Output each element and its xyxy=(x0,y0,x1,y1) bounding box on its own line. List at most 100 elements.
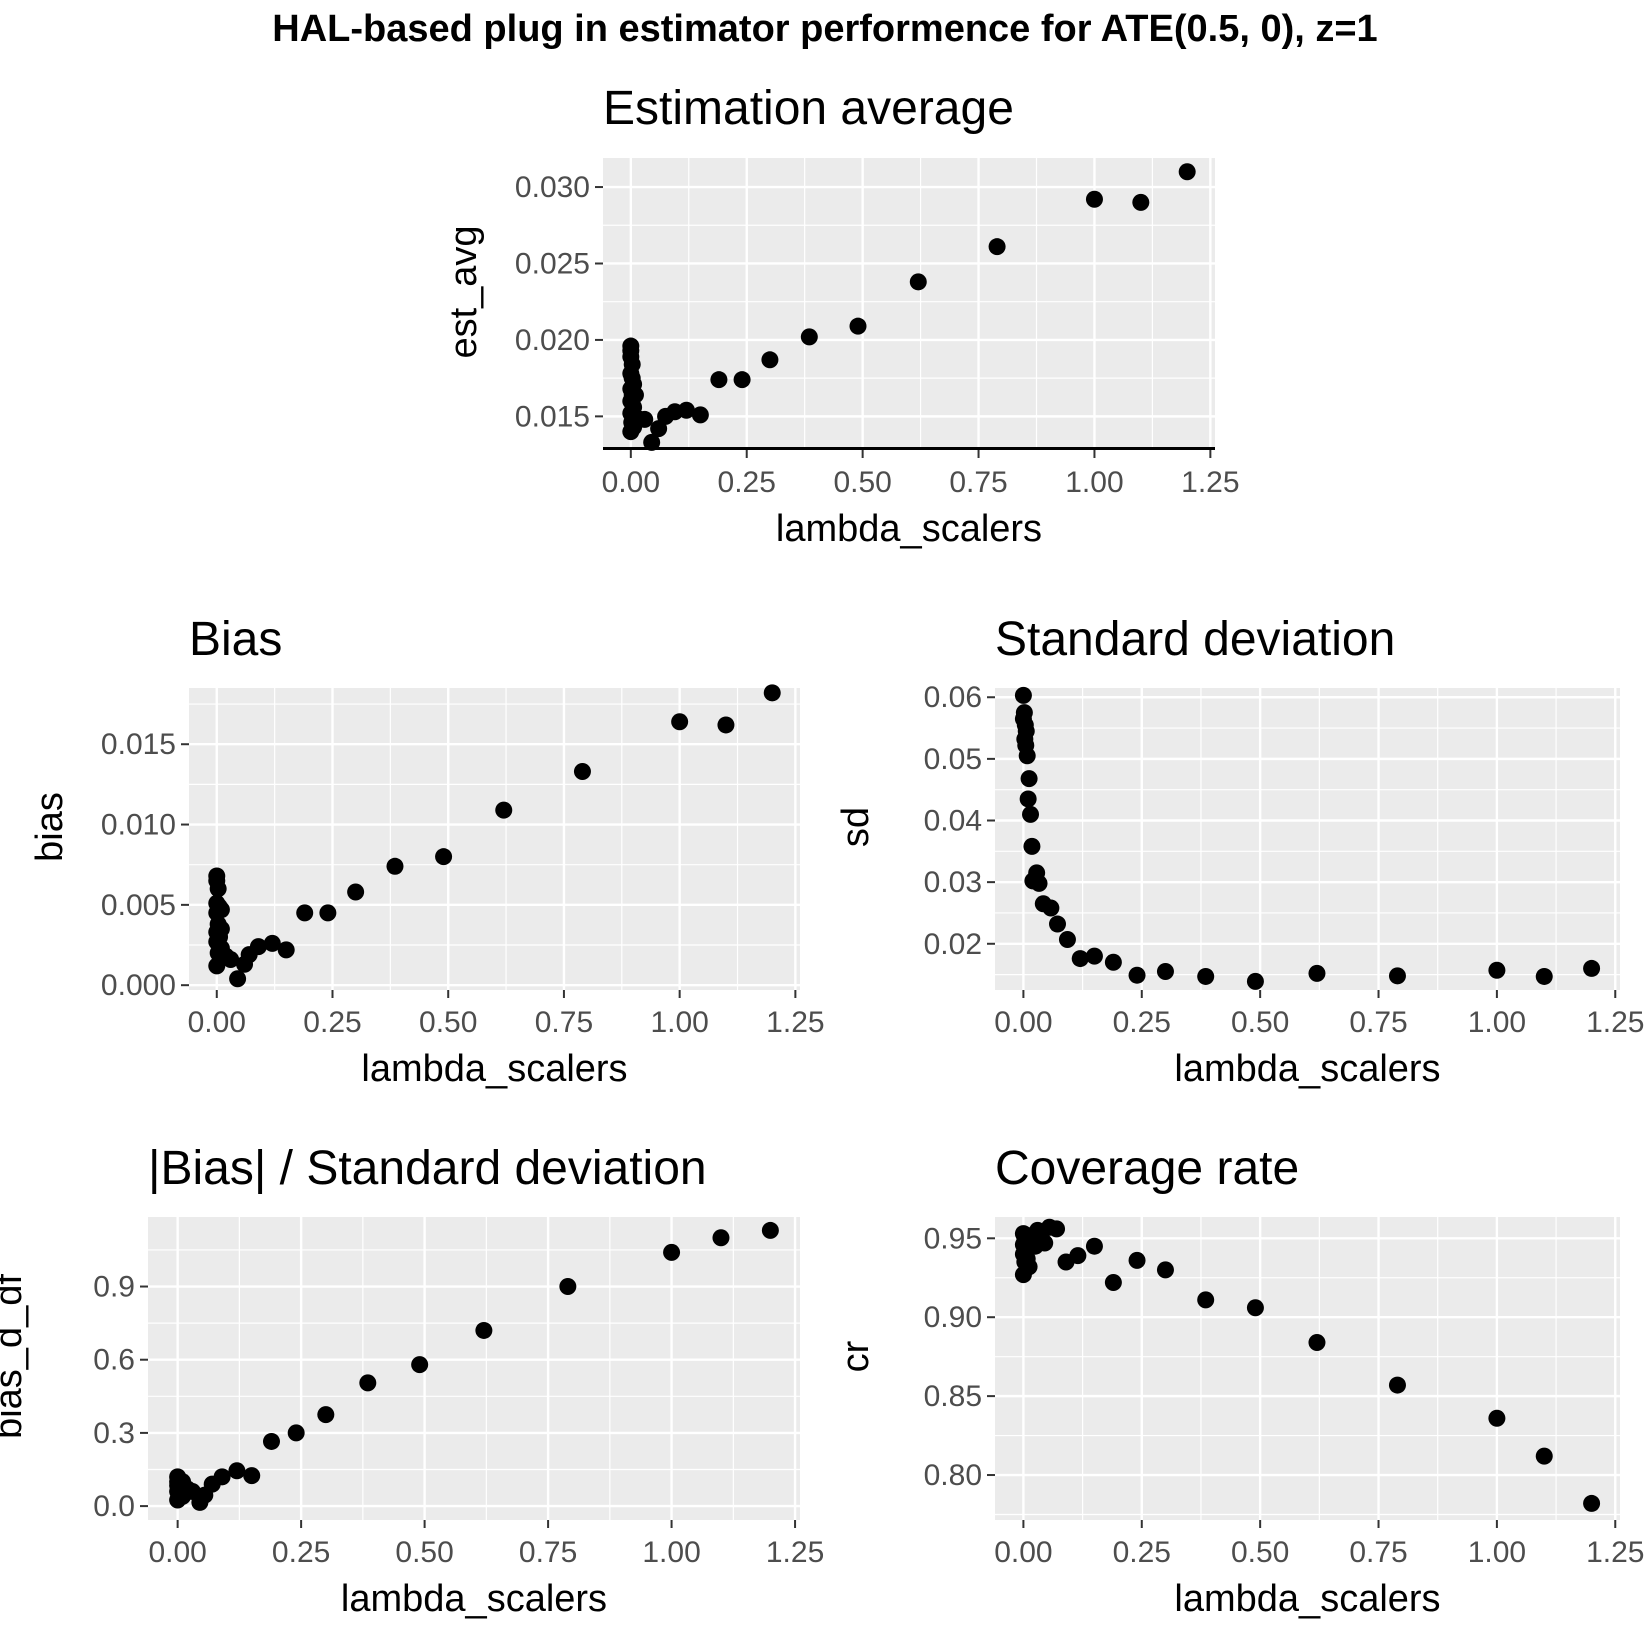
y-tick-label: 0.9 xyxy=(93,1271,135,1304)
data-point xyxy=(1030,874,1048,892)
x-tick-label: 0.25 xyxy=(1113,1536,1171,1569)
x-tick-label: 1.00 xyxy=(1468,1006,1526,1039)
data-point xyxy=(573,763,591,781)
data-point xyxy=(1178,163,1196,181)
x-tick-label: 0.25 xyxy=(1113,1006,1171,1039)
data-point xyxy=(475,1321,493,1339)
data-point xyxy=(1132,193,1150,211)
x-tick-label: 1.00 xyxy=(650,1006,708,1039)
x-tick-label: 1.00 xyxy=(642,1536,700,1569)
x-tick-label: 0.75 xyxy=(535,1006,593,1039)
x-tick-label: 0.75 xyxy=(519,1536,577,1569)
x-tick-label: 0.50 xyxy=(395,1536,453,1569)
data-point xyxy=(1085,190,1103,208)
data-point xyxy=(691,406,709,424)
data-point xyxy=(1058,930,1076,948)
data-point xyxy=(1128,1251,1146,1269)
panel-title: Standard deviation xyxy=(995,613,1395,666)
data-point xyxy=(710,371,728,389)
y-tick-label: 0.80 xyxy=(924,1459,982,1492)
y-tick-label: 0.6 xyxy=(93,1344,135,1377)
panel-title: Bias xyxy=(189,613,282,666)
data-point xyxy=(319,904,337,922)
x-tick-label: 0.00 xyxy=(602,466,660,499)
y-tick-label: 0.015 xyxy=(515,400,590,433)
data-point xyxy=(671,713,689,731)
panel-5: 0.00 0.25 0.50 0.75 1.00 1.25 0.80 0.85 0.90 0.95… xyxy=(835,1142,1644,1620)
data-point xyxy=(1104,1273,1122,1291)
data-point xyxy=(1488,1409,1506,1427)
data-point xyxy=(800,328,818,346)
data-point xyxy=(1049,915,1066,933)
x-tick-label: 0.50 xyxy=(419,1006,477,1039)
y-axis-label: sd xyxy=(835,807,877,847)
data-point xyxy=(1048,1220,1066,1238)
data-point xyxy=(209,880,227,898)
y-tick-label: 0.04 xyxy=(924,805,982,838)
data-point xyxy=(559,1278,577,1296)
data-point xyxy=(712,1229,730,1247)
data-point xyxy=(222,950,240,968)
data-point xyxy=(1019,790,1037,808)
data-point xyxy=(1308,1333,1326,1351)
x-tick-label: 0.00 xyxy=(148,1536,206,1569)
data-point xyxy=(1014,686,1032,704)
data-point xyxy=(1246,972,1264,990)
data-point xyxy=(229,970,247,988)
data-point xyxy=(1071,950,1089,968)
x-tick-label: 1.25 xyxy=(766,1006,824,1039)
y-tick-label: 0.02 xyxy=(924,928,982,961)
x-tick-label: 0.50 xyxy=(833,466,891,499)
data-point xyxy=(1020,1258,1038,1276)
panel-background xyxy=(603,158,1215,450)
data-point xyxy=(1085,1237,1103,1255)
x-tick-label: 0.00 xyxy=(994,1006,1052,1039)
x-tick-label: 0.00 xyxy=(994,1536,1052,1569)
x-tick-label: 0.00 xyxy=(188,1006,246,1039)
data-point xyxy=(1020,770,1038,788)
data-point xyxy=(1488,961,1506,979)
data-point xyxy=(1023,837,1041,855)
data-point xyxy=(622,423,640,441)
data-point xyxy=(1085,947,1103,965)
data-point xyxy=(435,848,453,866)
y-axis-label: bias xyxy=(29,792,71,862)
y-tick-label: 0.03 xyxy=(924,866,982,899)
data-point xyxy=(909,273,927,291)
panel-background xyxy=(189,688,800,990)
data-point xyxy=(761,351,779,369)
data-point xyxy=(717,716,735,734)
data-point xyxy=(287,1424,305,1442)
panel-1: 0.00 0.25 0.50 0.75 1.00 1.25 0.015 0.020 0.025 0… xyxy=(443,82,1240,550)
data-point xyxy=(1018,747,1036,765)
data-point xyxy=(213,1468,231,1486)
data-point xyxy=(663,1243,681,1261)
y-tick-label: 0.3 xyxy=(93,1417,135,1450)
x-tick-label: 1.25 xyxy=(1586,1006,1644,1039)
data-point xyxy=(169,1491,187,1509)
panel-title: Coverage rate xyxy=(995,1142,1299,1195)
data-point xyxy=(1128,966,1146,984)
panel-title: |Bias| / Standard deviation xyxy=(148,1142,707,1195)
data-point xyxy=(643,433,661,451)
data-point xyxy=(1308,964,1326,982)
y-tick-label: 0.005 xyxy=(101,889,176,922)
data-point xyxy=(1042,899,1060,917)
data-point xyxy=(1104,953,1122,971)
x-tick-label: 1.00 xyxy=(1065,466,1123,499)
data-point xyxy=(1022,805,1040,823)
figure-title: HAL-based plug in estimator performence … xyxy=(272,8,1378,50)
x-tick-label: 1.00 xyxy=(1468,1536,1526,1569)
x-tick-label: 0.75 xyxy=(949,466,1007,499)
data-point xyxy=(1388,967,1406,985)
x-tick-label: 1.25 xyxy=(1586,1536,1644,1569)
data-point xyxy=(262,1432,280,1450)
data-point xyxy=(1156,963,1174,981)
panel-background xyxy=(995,1217,1620,1520)
data-point xyxy=(636,410,654,428)
y-tick-label: 0.95 xyxy=(924,1222,982,1255)
x-tick-label: 0.25 xyxy=(272,1536,330,1569)
y-tick-label: 0.010 xyxy=(101,809,176,842)
data-point xyxy=(1535,1447,1553,1465)
x-tick-label: 0.50 xyxy=(1231,1536,1289,1569)
